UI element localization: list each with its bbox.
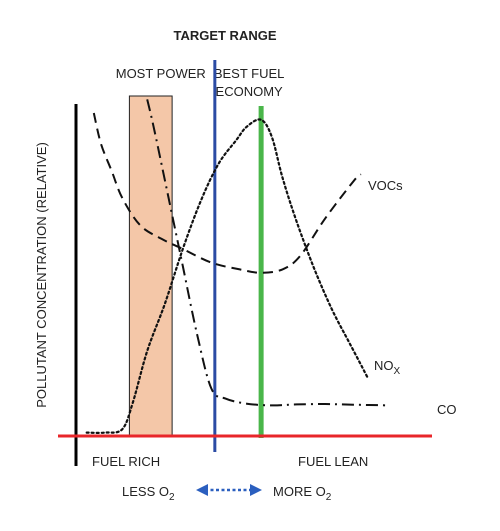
best-fuel-economy-label-line2: ECONOMY xyxy=(216,84,284,99)
vocs-curve xyxy=(92,112,362,274)
nox-curve xyxy=(85,118,369,434)
chart-title: TARGET RANGE xyxy=(173,28,276,43)
most-power-label: MOST POWER xyxy=(116,66,206,81)
left-arrowhead-icon xyxy=(196,484,208,496)
less-o2-label: LESS O2 xyxy=(122,484,175,503)
nox-label: NOX xyxy=(374,358,401,377)
best-fuel-economy-label-line1: BEST FUEL xyxy=(214,66,285,81)
co-label: CO xyxy=(437,402,457,417)
co-curve xyxy=(146,99,390,407)
vocs-label: VOCs xyxy=(368,178,403,193)
more-o2-label: MORE O2 xyxy=(273,484,332,503)
fuel-lean-label: FUEL LEAN xyxy=(298,454,368,469)
most-power-region xyxy=(128,95,173,437)
right-arrowhead-icon xyxy=(250,484,262,496)
y-axis-label: POLLUTANT CONCENTRATION (RELATIVE) xyxy=(34,142,49,408)
fuel-rich-label: FUEL RICH xyxy=(92,454,160,469)
